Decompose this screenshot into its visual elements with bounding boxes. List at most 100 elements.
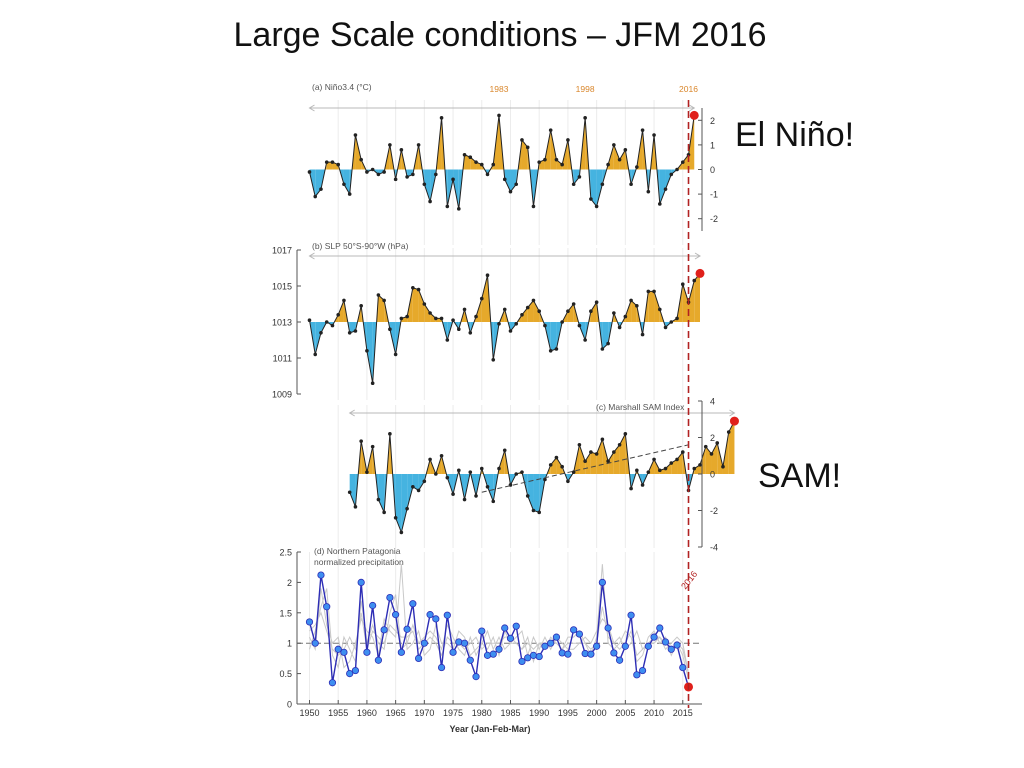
sam-data-point (606, 459, 610, 464)
precip-data-point (472, 673, 480, 681)
nino-panel: 2 1 0 -1 -2 (a) Niño3.4 (°C) 1983 1998 2016 (307, 82, 718, 245)
sam-data-point (623, 432, 628, 436)
nino-data-point (313, 194, 318, 199)
slp-data-point (439, 316, 444, 321)
nino-ytick-label: 0 (710, 165, 715, 175)
precip-data-point (518, 657, 526, 666)
sam-data-point (612, 450, 616, 454)
slp-ytick-label: 1013 (272, 318, 292, 328)
precip-data-point (633, 671, 641, 679)
slp-data-point (359, 304, 363, 308)
slp-data-point (680, 282, 685, 287)
precip-data-point (437, 663, 446, 672)
nino-data-point (566, 138, 570, 142)
slp-title: (b) SLP 50°S-90°W (hPa) (312, 241, 409, 251)
slp-fill-segment (315, 322, 321, 355)
sam-fill-segment (585, 452, 591, 474)
slp-data-point (434, 316, 438, 321)
nino-data-point (319, 187, 323, 191)
precip-ytick-label: 1.5 (279, 608, 292, 618)
sam-data-point (652, 457, 656, 462)
slp-data-point (600, 347, 605, 351)
nino-data-point (491, 162, 496, 167)
nino-ytick-label: 2 (710, 116, 715, 126)
nino-data-point (629, 182, 633, 187)
sam-ytick-label: 4 (710, 397, 715, 407)
sam-data-point (422, 479, 427, 484)
slp-data-point (428, 311, 432, 315)
nino-data-point (462, 152, 467, 157)
sam-range-arrow-left (348, 409, 355, 417)
precip-xtick-label: 1950 (299, 708, 319, 718)
slp-data-point (571, 302, 576, 306)
slp-data-point (577, 323, 582, 328)
sam-fill-segment (533, 474, 540, 513)
slp-data-point (445, 338, 450, 342)
nino-data-point (623, 148, 628, 152)
precip-data-point (311, 639, 319, 647)
precip-data-point (334, 645, 342, 653)
sam-data-point (474, 494, 478, 498)
nino-data-point (330, 160, 335, 164)
precip-data-point (667, 645, 675, 653)
sam-data-point (405, 506, 409, 511)
sam-callout: SAM! (758, 457, 842, 495)
precip-xtick-label: 1960 (357, 708, 377, 718)
sam-fill-segment (700, 446, 706, 474)
nino-range-arrow-left (308, 104, 315, 112)
precip-data-point (351, 666, 360, 675)
precip-data-point (506, 634, 515, 642)
precip-data-point (392, 611, 400, 619)
sam-data-point (388, 432, 392, 436)
nino-data-point (583, 116, 587, 120)
nino-data-point (577, 175, 582, 179)
slp-data-point (520, 313, 524, 317)
nino-data-point (428, 199, 432, 204)
slp-fill-segment (533, 300, 540, 322)
precip-data-point (615, 656, 624, 664)
precip-data-point (455, 638, 463, 646)
nino-data-point (600, 182, 605, 187)
sam-data-point (548, 463, 553, 467)
sam-data-point (514, 472, 519, 476)
sam-data-point (629, 486, 633, 491)
sam-ytick-label: 0 (710, 470, 715, 480)
precip-data-point (593, 642, 601, 650)
sam-data-point (543, 477, 547, 482)
sam-data-point (445, 475, 450, 480)
slp-data-point (462, 307, 467, 312)
sam-trend-line (481, 444, 689, 493)
slp-data-point (382, 298, 386, 303)
nino-fill-segment (659, 169, 666, 204)
slp-data-point (652, 289, 656, 294)
slp-ytick-label: 1017 (272, 246, 292, 256)
nino-data-point (680, 160, 685, 164)
slp-fill-segment (338, 300, 344, 322)
slp-fill-segment (481, 275, 488, 322)
slide-title: Large Scale conditions – JFM 2016 (233, 16, 767, 54)
sam-ytick-label: -2 (710, 506, 718, 516)
precip-xtick-label: 1990 (529, 708, 549, 718)
nino-data-point (445, 204, 450, 209)
sam-data-point (594, 452, 599, 456)
precip-data-point (679, 663, 687, 672)
slp-data-point (508, 329, 513, 333)
slp-data-point (330, 323, 335, 328)
nino-data-point (589, 197, 593, 201)
slp-data-point (347, 331, 352, 335)
precip-data-point (478, 627, 486, 635)
precip-ytick-label: 0.5 (279, 669, 292, 679)
slp-data-point (669, 320, 674, 324)
precip-xtick-label: 1985 (500, 708, 520, 718)
precip-data-point (386, 593, 394, 602)
slp-data-point (531, 298, 536, 303)
precip-data-point (598, 578, 606, 587)
nino-ytick-label: -1 (710, 190, 718, 200)
nino-data-point (359, 157, 363, 162)
precip-data-point (535, 652, 543, 661)
slp-data-point (543, 323, 547, 328)
slp-data-point (612, 311, 616, 315)
precip-xtick-label: 1980 (472, 708, 492, 718)
nino-fill-segment (590, 169, 597, 207)
